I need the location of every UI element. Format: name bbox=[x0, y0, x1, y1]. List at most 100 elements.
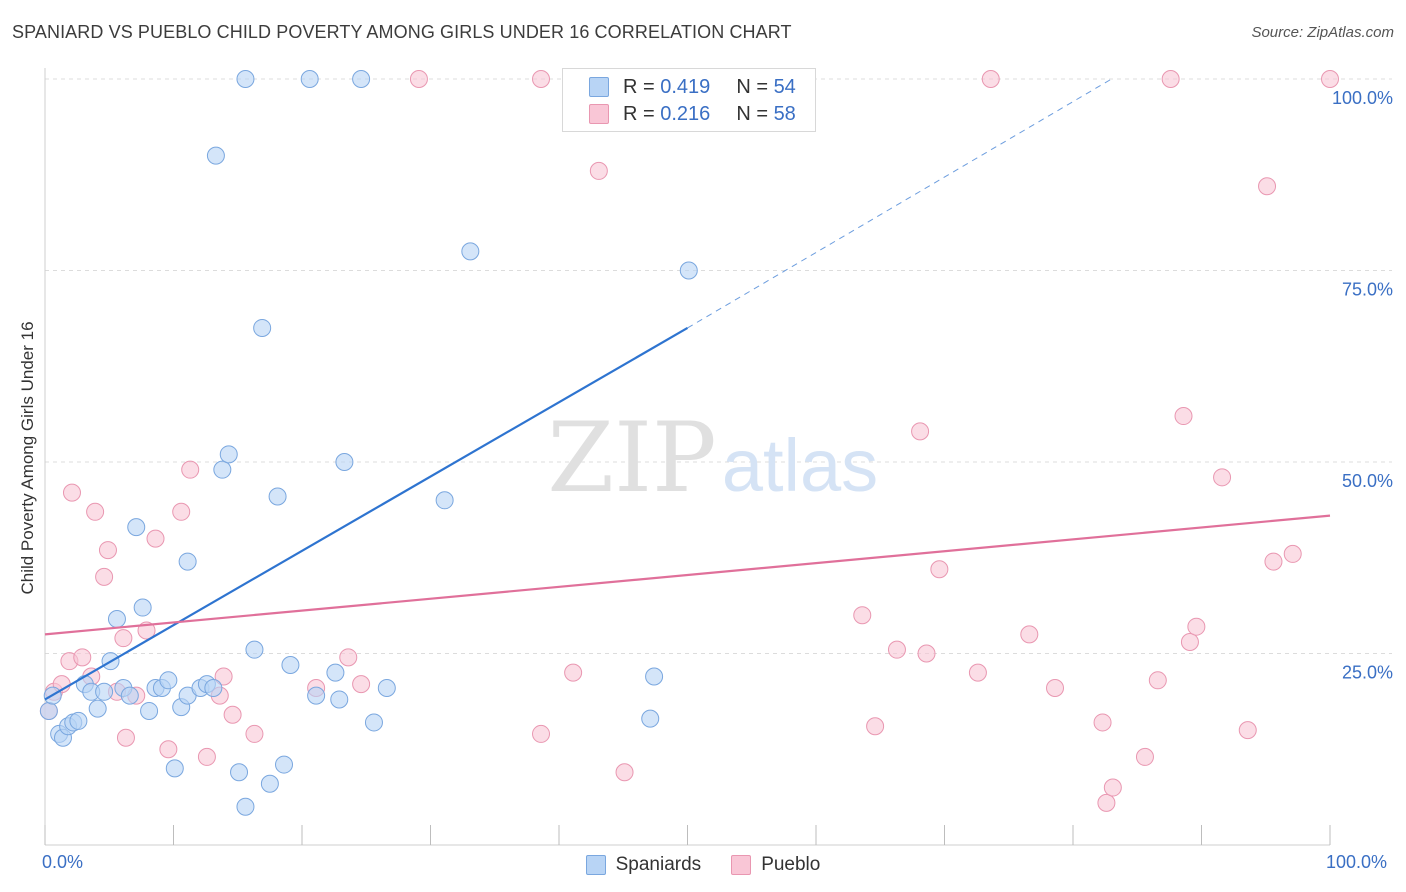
x-tick-label-min: 0.0% bbox=[42, 852, 84, 872]
pueblo-point bbox=[1097, 793, 1116, 812]
x-tick-label-max: 100.0% bbox=[1326, 852, 1388, 872]
pueblo-point bbox=[223, 705, 242, 724]
stats-legend-row-spaniards: R = 0.419 N = 54 bbox=[589, 75, 796, 99]
pueblo-point bbox=[917, 644, 936, 663]
spaniards-point bbox=[133, 598, 152, 617]
axis-layer bbox=[44, 68, 1331, 846]
spaniards-swatch bbox=[585, 855, 606, 875]
spaniards-point bbox=[120, 686, 139, 705]
pueblo-point bbox=[197, 747, 216, 766]
pueblo-point bbox=[1161, 70, 1180, 88]
pueblo-point bbox=[1258, 177, 1277, 196]
pueblo-trend-line bbox=[44, 514, 1331, 636]
pueblo-point bbox=[409, 70, 428, 88]
r-value: 0.419 bbox=[660, 75, 711, 98]
spaniards-trend-line bbox=[44, 326, 689, 701]
pueblo-point bbox=[1180, 633, 1199, 652]
pueblo-swatch bbox=[589, 104, 609, 124]
y-axis-label: Child Poverty Among Girls Under 16 bbox=[18, 321, 37, 595]
spaniards-point bbox=[275, 755, 294, 774]
r-label: R = bbox=[623, 75, 655, 98]
spaniards-point bbox=[260, 774, 279, 793]
pueblo-point bbox=[1187, 617, 1206, 636]
n-label: N = bbox=[736, 102, 768, 125]
spaniards-point bbox=[435, 491, 454, 510]
spaniards-point bbox=[645, 667, 664, 686]
spaniards-point bbox=[206, 146, 225, 165]
watermark-zip: ZIP bbox=[547, 402, 716, 514]
spaniards-point bbox=[307, 686, 326, 705]
spaniards-swatch bbox=[589, 77, 609, 97]
pueblo-point bbox=[1174, 407, 1193, 426]
y-tick-label: 75.0% bbox=[1342, 280, 1393, 300]
pueblo-point bbox=[1264, 552, 1283, 571]
n-label: N = bbox=[736, 75, 768, 98]
pueblo-point bbox=[887, 640, 906, 659]
r-value: 0.216 bbox=[660, 102, 711, 125]
pueblo-point bbox=[116, 728, 135, 747]
pueblo-point bbox=[1213, 468, 1232, 487]
pueblo-points bbox=[39, 70, 1339, 812]
grid-layer bbox=[45, 78, 1392, 654]
legend-item-pueblo[interactable]: Pueblo bbox=[731, 852, 820, 878]
legend-item-spaniards[interactable]: Spaniards bbox=[585, 852, 702, 878]
legend-label-pueblo: Pueblo bbox=[761, 854, 821, 875]
spaniards-point bbox=[281, 655, 300, 674]
r-label: R = bbox=[623, 102, 655, 125]
pueblo-point bbox=[181, 460, 200, 479]
pueblo-point bbox=[1103, 778, 1122, 797]
pueblo-point bbox=[911, 422, 930, 441]
pueblo-point bbox=[352, 675, 371, 694]
spaniards-point bbox=[300, 70, 319, 88]
y-tick-labels: 25.0% 50.0% 75.0% 100.0% bbox=[1332, 88, 1393, 683]
spaniards-point bbox=[213, 460, 232, 479]
pueblo-point bbox=[1020, 625, 1039, 644]
y-tick-label: 100.0% bbox=[1332, 88, 1393, 108]
spaniards-point bbox=[236, 797, 255, 816]
pueblo-point bbox=[930, 560, 949, 579]
pueblo-point bbox=[968, 663, 987, 682]
spaniards-point bbox=[335, 453, 354, 471]
spaniards-trend-extension bbox=[687, 78, 1112, 329]
pueblo-point bbox=[1283, 544, 1302, 563]
legend-label-spaniards: Spaniards bbox=[615, 854, 702, 875]
pueblo-point bbox=[564, 663, 583, 682]
spaniards-point bbox=[364, 713, 383, 732]
pueblo-point bbox=[159, 740, 178, 759]
pueblo-point bbox=[532, 724, 551, 743]
y-tick-label: 25.0% bbox=[1342, 663, 1393, 683]
pueblo-point bbox=[866, 717, 885, 736]
pueblo-point bbox=[114, 629, 133, 648]
watermark-atlas: atlas bbox=[722, 424, 878, 507]
spaniards-point bbox=[165, 759, 184, 778]
pueblo-point bbox=[339, 648, 358, 667]
spaniards-point bbox=[178, 552, 197, 571]
spaniards-point bbox=[88, 699, 107, 718]
stats-legend: R = 0.419 N = 54 R = 0.216 N = 58 bbox=[562, 68, 816, 132]
pueblo-point bbox=[62, 483, 81, 502]
spaniards-point bbox=[352, 70, 371, 88]
pueblo-point bbox=[146, 529, 165, 548]
chart-title: SPANIARD VS PUEBLO CHILD POVERTY AMONG G… bbox=[12, 22, 792, 42]
spaniards-point bbox=[230, 763, 249, 782]
spaniards-point bbox=[377, 678, 396, 697]
spaniards-point bbox=[326, 663, 345, 682]
n-value: 54 bbox=[773, 75, 796, 98]
spaniards-point bbox=[245, 640, 264, 659]
pueblo-point bbox=[172, 502, 191, 521]
spaniards-point bbox=[204, 678, 223, 697]
n-value: 58 bbox=[773, 102, 796, 125]
pueblo-point bbox=[1321, 70, 1339, 88]
series-legend: Spaniards Pueblo bbox=[0, 852, 1406, 878]
spaniards-point bbox=[140, 701, 159, 720]
spaniards-point bbox=[69, 711, 88, 730]
spaniards-point bbox=[107, 610, 126, 629]
stats-legend-row-pueblo: R = 0.216 N = 58 bbox=[589, 102, 796, 126]
pueblo-point bbox=[245, 724, 264, 743]
pueblo-point bbox=[95, 567, 114, 586]
spaniards-point bbox=[268, 487, 287, 506]
spaniards-point bbox=[39, 701, 58, 720]
pueblo-point bbox=[1093, 713, 1112, 732]
pueblo-point bbox=[1238, 721, 1257, 740]
